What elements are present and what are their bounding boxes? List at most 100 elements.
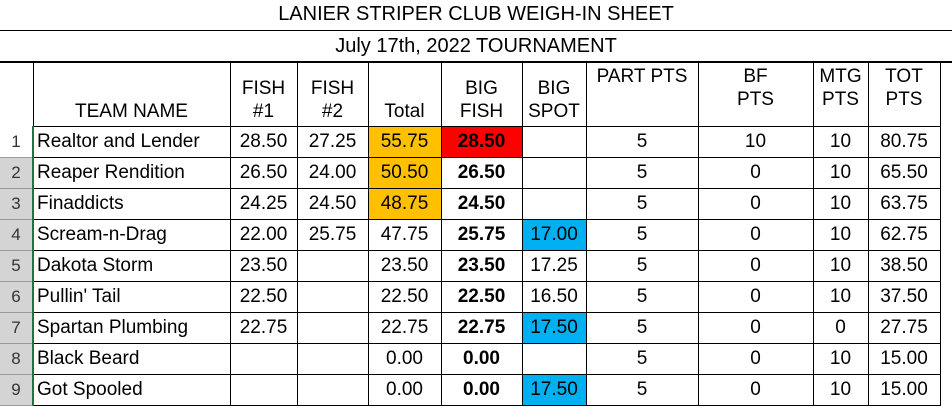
tot-pts-cell[interactable]: 15.00 (867, 343, 941, 375)
row-number[interactable]: 6 (0, 281, 34, 313)
big-spot-cell[interactable]: 17.50 (521, 374, 587, 406)
big-fish-cell[interactable]: 25.75 (440, 219, 523, 251)
row-number[interactable]: 7 (0, 312, 34, 344)
part-pts-cell[interactable]: 5 (585, 219, 699, 251)
tot-pts-cell[interactable]: 63.75 (867, 188, 941, 220)
bf-pts-cell[interactable]: 0 (697, 188, 814, 220)
row-number[interactable]: 8 (0, 343, 34, 375)
big-fish-cell[interactable]: 28.50 (440, 126, 523, 158)
total-cell[interactable]: 47.75 (367, 219, 442, 251)
tot-pts-cell[interactable]: 37.50 (867, 281, 941, 313)
fish-2-cell[interactable] (296, 374, 369, 406)
fish-1-cell[interactable]: 22.75 (229, 312, 298, 344)
part-pts-cell[interactable]: 5 (585, 343, 699, 375)
fish-2-cell[interactable]: 27.25 (296, 126, 369, 158)
tot-pts-cell[interactable]: 65.50 (867, 157, 941, 189)
fish-2-cell[interactable] (296, 250, 369, 282)
part-pts-cell[interactable]: 5 (585, 157, 699, 189)
bf-pts-cell[interactable]: 0 (697, 157, 814, 189)
bf-pts-cell[interactable]: 0 (697, 343, 814, 375)
big-fish-cell[interactable]: 22.75 (440, 312, 523, 344)
bf-pts-cell[interactable]: 0 (697, 312, 814, 344)
fish-2-cell[interactable] (296, 343, 369, 375)
team-name-cell[interactable]: Finaddicts (32, 188, 231, 220)
fish-1-cell[interactable] (229, 374, 298, 406)
big-spot-cell[interactable] (521, 157, 587, 189)
total-cell[interactable]: 22.75 (367, 312, 442, 344)
big-fish-cell[interactable]: 0.00 (440, 374, 523, 406)
bf-pts-cell[interactable]: 0 (697, 281, 814, 313)
tot-pts-cell[interactable]: 15.00 (867, 374, 941, 406)
part-pts-cell[interactable]: 5 (585, 281, 699, 313)
big-fish-cell[interactable]: 26.50 (440, 157, 523, 189)
mtg-pts-cell[interactable]: 10 (812, 126, 869, 158)
fish-1-cell[interactable] (229, 343, 298, 375)
part-pts-cell[interactable]: 5 (585, 374, 699, 406)
team-name-cell[interactable]: Dakota Storm (32, 250, 231, 282)
total-cell[interactable]: 0.00 (367, 374, 442, 406)
team-name-cell[interactable]: Realtor and Lender (32, 126, 231, 158)
tot-pts-cell[interactable]: 80.75 (867, 126, 941, 158)
mtg-pts-cell[interactable]: 10 (812, 157, 869, 189)
fish-2-cell[interactable] (296, 312, 369, 344)
bf-pts-cell[interactable]: 0 (697, 374, 814, 406)
fish-1-cell[interactable]: 22.50 (229, 281, 298, 313)
team-name-cell[interactable]: Black Beard (32, 343, 231, 375)
big-fish-cell[interactable]: 0.00 (440, 343, 523, 375)
row-header-corner[interactable] (0, 62, 34, 127)
row-number[interactable]: 4 (0, 219, 34, 251)
big-fish-cell[interactable]: 22.50 (440, 281, 523, 313)
total-cell[interactable]: 0.00 (367, 343, 442, 375)
big-spot-cell[interactable] (521, 343, 587, 375)
tot-pts-cell[interactable]: 62.75 (867, 219, 941, 251)
bf-pts-cell[interactable]: 0 (697, 250, 814, 282)
mtg-pts-cell[interactable]: 10 (812, 281, 869, 313)
team-name-cell[interactable]: Pullin' Tail (32, 281, 231, 313)
fish-2-cell[interactable] (296, 281, 369, 313)
part-pts-cell[interactable]: 5 (585, 126, 699, 158)
mtg-pts-cell[interactable]: 0 (812, 312, 869, 344)
row-number[interactable]: 3 (0, 188, 34, 220)
row-number[interactable]: 1 (0, 126, 34, 158)
big-fish-cell[interactable]: 23.50 (440, 250, 523, 282)
mtg-pts-cell[interactable]: 10 (812, 219, 869, 251)
team-name-cell[interactable]: Reaper Rendition (32, 157, 231, 189)
fish-1-cell[interactable]: 23.50 (229, 250, 298, 282)
fish-2-cell[interactable]: 24.00 (296, 157, 369, 189)
big-spot-cell[interactable]: 17.50 (521, 312, 587, 344)
mtg-pts-cell[interactable]: 10 (812, 374, 869, 406)
row-number[interactable]: 9 (0, 374, 34, 406)
mtg-pts-cell[interactable]: 10 (812, 343, 869, 375)
total-cell[interactable]: 48.75 (367, 188, 442, 220)
bf-pts-cell[interactable]: 10 (697, 126, 814, 158)
big-spot-cell[interactable]: 17.25 (521, 250, 587, 282)
fish-1-cell[interactable]: 28.50 (229, 126, 298, 158)
big-spot-cell[interactable]: 17.00 (521, 219, 587, 251)
total-cell[interactable]: 55.75 (367, 126, 442, 158)
big-fish-cell[interactable]: 24.50 (440, 188, 523, 220)
part-pts-cell[interactable]: 5 (585, 250, 699, 282)
big-spot-cell[interactable]: 16.50 (521, 281, 587, 313)
fish-1-cell[interactable]: 22.00 (229, 219, 298, 251)
team-name-cell[interactable]: Scream-n-Drag (32, 219, 231, 251)
row-number[interactable]: 2 (0, 157, 34, 189)
team-name-cell[interactable]: Got Spooled (32, 374, 231, 406)
team-name-cell[interactable]: Spartan Plumbing (32, 312, 231, 344)
part-pts-cell[interactable]: 5 (585, 188, 699, 220)
fish-1-cell[interactable]: 26.50 (229, 157, 298, 189)
tot-pts-cell[interactable]: 38.50 (867, 250, 941, 282)
part-pts-cell[interactable]: 5 (585, 312, 699, 344)
mtg-pts-cell[interactable]: 10 (812, 188, 869, 220)
fish-2-cell[interactable]: 25.75 (296, 219, 369, 251)
row-number[interactable]: 5 (0, 250, 34, 282)
mtg-pts-cell[interactable]: 10 (812, 250, 869, 282)
total-cell[interactable]: 22.50 (367, 281, 442, 313)
tot-pts-cell[interactable]: 27.75 (867, 312, 941, 344)
fish-1-cell[interactable]: 24.25 (229, 188, 298, 220)
big-spot-cell[interactable] (521, 126, 587, 158)
bf-pts-cell[interactable]: 0 (697, 219, 814, 251)
big-spot-cell[interactable] (521, 188, 587, 220)
total-cell[interactable]: 23.50 (367, 250, 442, 282)
fish-2-cell[interactable]: 24.50 (296, 188, 369, 220)
total-cell[interactable]: 50.50 (367, 157, 442, 189)
